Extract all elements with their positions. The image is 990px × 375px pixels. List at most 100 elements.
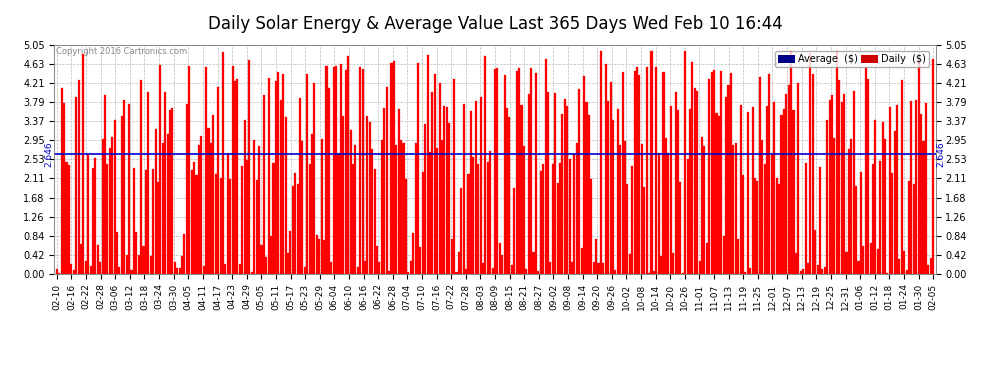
Bar	[911, 101, 913, 274]
Bar	[195, 175, 198, 274]
Bar	[857, 261, 859, 274]
Bar	[386, 87, 388, 274]
Bar	[335, 66, 338, 274]
Bar	[403, 143, 405, 274]
Bar	[740, 105, 742, 274]
Bar	[877, 249, 879, 274]
Bar	[60, 88, 62, 274]
Bar	[641, 144, 643, 274]
Bar	[581, 248, 583, 274]
Bar	[154, 129, 156, 274]
Bar	[412, 233, 414, 274]
Bar	[114, 120, 116, 274]
Bar	[636, 67, 639, 274]
Bar	[733, 145, 735, 274]
Bar	[665, 138, 667, 274]
Bar	[754, 178, 756, 274]
Bar	[63, 103, 65, 274]
Bar	[253, 140, 255, 274]
Bar	[364, 261, 366, 274]
Bar	[694, 88, 696, 274]
Bar	[723, 236, 725, 274]
Bar	[65, 162, 67, 274]
Bar	[203, 266, 205, 274]
Bar	[143, 246, 145, 274]
Bar	[805, 163, 807, 274]
Bar	[294, 172, 296, 274]
Bar	[834, 138, 836, 274]
Bar	[788, 84, 790, 274]
Bar	[718, 116, 720, 274]
Bar	[790, 51, 792, 274]
Bar	[629, 254, 631, 274]
Bar	[239, 264, 241, 274]
Bar	[477, 165, 479, 274]
Bar	[605, 64, 607, 274]
Bar	[657, 153, 659, 274]
Bar	[704, 146, 706, 274]
Bar	[746, 112, 748, 274]
Bar	[94, 158, 96, 274]
Bar	[407, 272, 409, 274]
Bar	[161, 142, 163, 274]
Bar	[822, 269, 824, 274]
Bar	[588, 115, 590, 274]
Bar	[590, 179, 592, 274]
Bar	[318, 240, 321, 274]
Bar	[455, 272, 457, 274]
Bar	[506, 108, 508, 274]
Bar	[928, 265, 930, 274]
Bar	[75, 97, 77, 274]
Bar	[210, 143, 212, 274]
Bar	[260, 245, 262, 274]
Bar	[571, 262, 573, 274]
Bar	[576, 143, 578, 274]
Bar	[479, 97, 481, 274]
Bar	[662, 72, 664, 274]
Bar	[852, 91, 854, 274]
Bar	[119, 267, 121, 274]
Bar	[331, 262, 333, 274]
Bar	[470, 111, 472, 274]
Bar	[761, 140, 763, 274]
Bar	[819, 167, 821, 274]
Bar	[212, 116, 215, 274]
Bar	[157, 182, 159, 274]
Bar	[645, 67, 647, 274]
Bar	[439, 83, 441, 274]
Bar	[923, 141, 925, 274]
Bar	[773, 102, 775, 274]
Bar	[639, 75, 641, 274]
Bar	[220, 178, 222, 274]
Bar	[417, 63, 419, 274]
Bar	[559, 163, 561, 274]
Bar	[768, 74, 770, 274]
Bar	[610, 82, 612, 274]
Bar	[263, 95, 265, 274]
Bar	[660, 256, 662, 274]
Bar	[862, 246, 864, 274]
Bar	[920, 114, 922, 274]
Bar	[879, 161, 881, 274]
Bar	[141, 80, 143, 274]
Bar	[624, 141, 626, 274]
Bar	[528, 94, 530, 274]
Text: Daily Solar Energy & Average Value Last 365 Days Wed Feb 10 16:44: Daily Solar Energy & Average Value Last …	[208, 15, 782, 33]
Bar	[925, 104, 927, 274]
Bar	[472, 157, 474, 274]
Bar	[667, 153, 669, 274]
Bar	[87, 154, 89, 274]
Bar	[551, 164, 553, 274]
Bar	[501, 255, 503, 274]
Bar	[563, 99, 566, 274]
Bar	[361, 69, 363, 274]
Bar	[913, 184, 915, 274]
Bar	[145, 170, 147, 274]
Bar	[792, 110, 795, 274]
Bar	[677, 110, 679, 274]
Bar	[540, 171, 542, 274]
Bar	[97, 245, 99, 274]
Bar	[356, 267, 358, 274]
Bar	[186, 104, 188, 274]
Bar	[208, 129, 210, 274]
